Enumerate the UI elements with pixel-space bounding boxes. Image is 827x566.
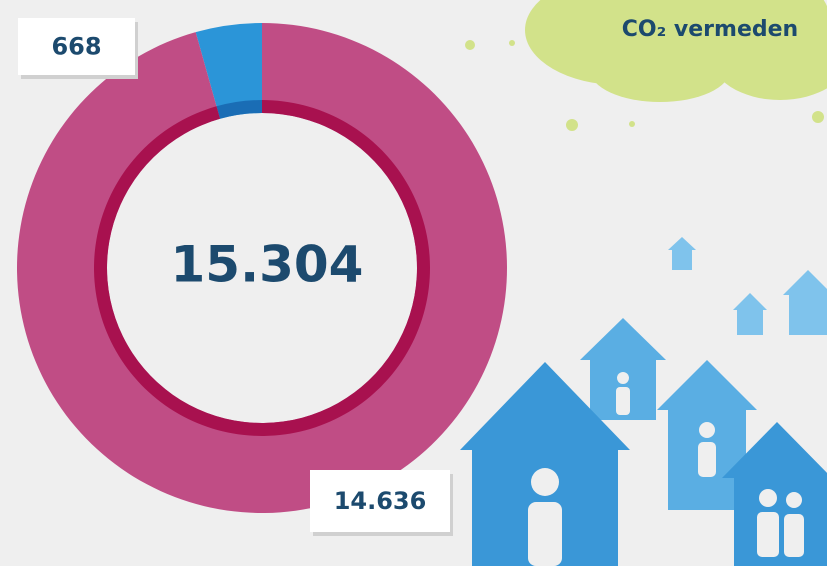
page: {"chart_data": {"type": "pie", "values":… (0, 0, 827, 566)
value-label: 14.636 (334, 487, 427, 515)
value-label: 668 (51, 33, 101, 61)
infographic: CO₂ vermeden 15.304 668 14.636 (0, 0, 827, 566)
center-label: 15.304 (171, 236, 364, 294)
annotation: CO₂ vermeden (622, 17, 798, 42)
